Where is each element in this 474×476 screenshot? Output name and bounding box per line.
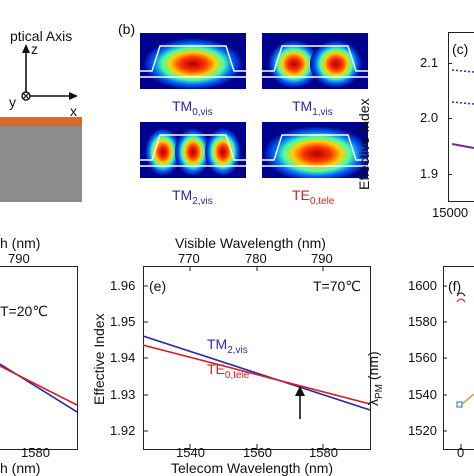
panel-e-top-tick-0: 770 (178, 251, 200, 266)
panel-e-ytick-0: 1.96 (110, 278, 136, 293)
te0-tele-label: TE0,tele (207, 361, 250, 381)
panel-f-plot (443, 285, 474, 449)
panel-e-bottom-tick-1: 1560 (243, 445, 272, 460)
mode-profile-tm1 (262, 33, 368, 89)
panel-c-xtick: 15000 (432, 205, 469, 220)
panel-e-plot (143, 266, 370, 449)
x-axis-label: x (70, 103, 77, 119)
panel-e-top-tick-1: 780 (245, 251, 267, 266)
panel-e-bottom-tick-0: 1540 (176, 445, 205, 460)
mode-profile-te0 (262, 122, 368, 178)
tm2-vis-line (143, 335, 370, 411)
panel-f-xtick: 0 (457, 445, 465, 460)
panel-d-curves (0, 363, 77, 413)
mode-caption-tm0: TM0,vis (172, 98, 213, 118)
panel-d-bottom-axis-fragment: h (nm) (0, 460, 41, 476)
panel-e-bottom-tick-2: 1580 (309, 445, 338, 460)
y-axis-label: y (9, 94, 16, 110)
panel-a-axis-title: ptical Axis (10, 28, 73, 44)
waveguide-layer (0, 117, 82, 126)
panel-c-ytick-2: 1.9 (420, 166, 439, 181)
panel-e-temperature: T=70℃ (313, 278, 362, 294)
panel-f-ylabel: λPM (nm) (365, 351, 385, 406)
panel-e-ytick-4: 1.92 (110, 423, 136, 438)
panel-d-top-axis-fragment: h (nm) (0, 235, 41, 251)
panel-c-ylabel: Effective Index (356, 98, 372, 190)
panel-f-ytick-3: 1540 (408, 387, 437, 402)
panel-c-ytick-1: 2.0 (420, 110, 439, 125)
panel-c-frame (448, 32, 474, 202)
phase-match-arrow-icon (295, 386, 305, 419)
mode-caption-tm1: TM1,vis (292, 98, 333, 118)
panel-e-ytick-2: 1.94 (110, 350, 136, 365)
coordinate-axes-icon (21, 44, 78, 101)
te0-tele-line (143, 344, 370, 405)
panel-f-ytick-4: 1520 (408, 423, 437, 438)
mode-profile-tm0 (140, 33, 246, 89)
panel-d-top-tick: 790 (8, 251, 30, 266)
panel-f-ytick-1: 1580 (408, 314, 437, 329)
z-axis-label: z (31, 41, 38, 57)
panel-e-label: (e) (149, 278, 167, 294)
panel-d-bottom-tick: 1580 (21, 445, 50, 460)
mode-caption-te0: TE0,tele (292, 187, 335, 207)
panel-c-curves (451, 69, 474, 149)
panel-e-ytick-3: 1.93 (110, 387, 136, 402)
panel-d-frame (0, 266, 78, 450)
panel-e-ytick-1: 1.95 (110, 314, 136, 329)
panel-f-ytick-2: 1560 (408, 350, 437, 365)
mode-profile-tm2 (140, 122, 246, 178)
panel-e-ylabel: Effective Index (91, 313, 107, 405)
panel-e-ticks (143, 266, 324, 449)
mode-caption-tm2: TM2,vis (172, 187, 213, 207)
panel-d-temperature: T=20℃ (0, 303, 49, 319)
panel-f-ytick-0: 1600 (408, 278, 437, 293)
panel-e-top-tick-2: 790 (311, 251, 333, 266)
panel-c-ytick-0: 2.1 (420, 55, 439, 70)
panel-e-top-axis-title: Visible Wavelength (nm) (175, 235, 326, 251)
panel-e-bottom-axis-title: Telecom Wavelength (nm) (171, 460, 334, 476)
panel-c-label: (c) (452, 41, 469, 57)
panel-b-label: (b) (118, 21, 136, 37)
panel-f-label: (f) (448, 278, 462, 294)
tm2-vis-label: TM2,vis (207, 336, 248, 356)
substrate (0, 126, 82, 202)
